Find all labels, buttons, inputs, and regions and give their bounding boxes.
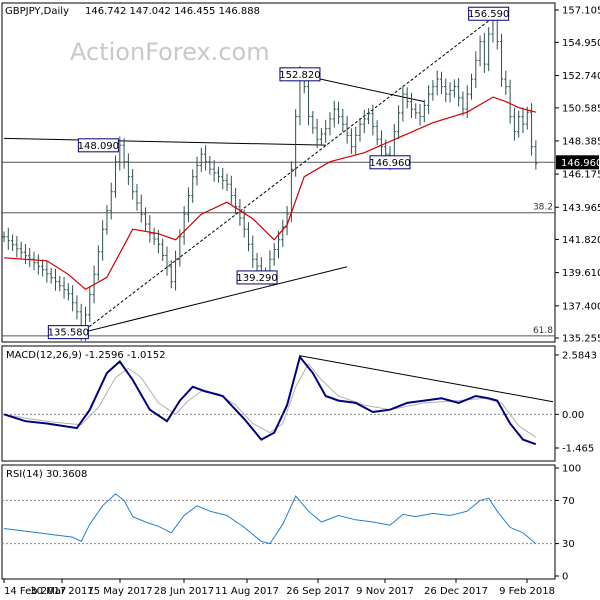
date-tick-label-1: 30 Mar 2017 xyxy=(30,586,93,597)
macd-title: MACD(12,26,9) -1.2596 -1.0152 xyxy=(6,350,166,361)
macd-tick-label-0: 2.5843 xyxy=(562,350,597,361)
trendline-0 xyxy=(3,137,326,146)
price-tick-label-6: 143.965 xyxy=(562,203,600,214)
trendline-3 xyxy=(299,74,425,103)
date-tick-label-4: 11 Aug 2017 xyxy=(215,586,279,597)
date-tick-label-5: 26 Sep 2017 xyxy=(286,586,349,597)
price-tick-label-9: 137.400 xyxy=(562,301,600,312)
watermark: ActionForex.com xyxy=(70,38,270,66)
annotation-box-4 xyxy=(369,155,411,170)
date-tick-label-0: 14 Feb 2017 xyxy=(4,586,66,597)
annotation-box-1 xyxy=(47,325,89,340)
annotation-label-0: 148.090 xyxy=(78,141,119,152)
annotation-box-5 xyxy=(468,6,510,21)
rsi-line xyxy=(3,493,537,545)
macd-tick-label-2: -1.465 xyxy=(562,444,594,455)
annotation-box-2 xyxy=(236,270,278,285)
annotation-box-3 xyxy=(279,67,321,82)
date-tick-label-6: 9 Nov 2017 xyxy=(356,586,414,597)
price-tick-label-0: 157.105 xyxy=(562,6,600,17)
level-label-1: 38.2 xyxy=(533,203,553,213)
moving-average-line xyxy=(3,96,536,291)
price-axis: 157.105 154.950 152.740 150.585 148.385 146.1… xyxy=(555,6,600,345)
date-tick-label-7: 26 Dec 2017 xyxy=(424,586,488,597)
date-tick-label-2: 15 May 2017 xyxy=(87,586,152,597)
trendline-1 xyxy=(81,266,348,334)
current-price-label: 146.960 xyxy=(561,158,600,169)
annotation-label-2: 139.290 xyxy=(236,273,277,284)
current-price-marker: 146.960 xyxy=(556,155,600,170)
macd-line xyxy=(3,354,537,446)
annotation-label-1: 135.580 xyxy=(48,328,89,339)
annotation-box-0 xyxy=(77,138,119,153)
price-tick-label-10: 135.255 xyxy=(562,334,600,345)
annotation-label-4: 146.960 xyxy=(369,158,410,169)
price-tick-label-2: 152.740 xyxy=(562,71,600,82)
price-tick-label-3: 150.585 xyxy=(562,103,600,114)
macd-panel xyxy=(1,345,556,462)
price-tick-label-4: 148.385 xyxy=(562,136,600,147)
rsi-tick-label-2: 30 xyxy=(562,539,575,550)
rsi-panel xyxy=(1,464,556,580)
price-levels: 38.2 61.8 xyxy=(2,161,555,337)
ohlc-readout: 146.742 147.042 146.455 146.888 xyxy=(85,6,260,17)
annotation-label-3: 152.820 xyxy=(279,70,320,81)
rsi-tick-label-1: 70 xyxy=(562,496,575,507)
annotation-label-5: 156.590 xyxy=(468,9,509,20)
macd-axis: 2.5843 0.00 -1.465 xyxy=(555,350,597,455)
price-tick-label-5: 146.175 xyxy=(562,170,600,181)
price-tick-label-8: 139.610 xyxy=(562,268,600,279)
swing-annotations: 148.090 135.580 139.290 152.820 146.960 156.5… xyxy=(47,6,510,340)
macd-trendline xyxy=(299,355,554,403)
date-tick-label-3: 28 Jun 2017 xyxy=(154,586,214,597)
price-tick-label-7: 141.820 xyxy=(562,235,600,246)
rsi-tick-label-0: 100 xyxy=(562,464,581,475)
macd-tick-label-1: 0.00 xyxy=(562,410,584,421)
symbol-label: GBPJPY,Daily xyxy=(5,6,69,17)
date-tick-label-8: 9 Feb 2018 xyxy=(499,586,555,597)
macd-signal-line xyxy=(3,362,537,438)
trendline-2 xyxy=(80,17,494,334)
trendlines xyxy=(3,17,494,334)
price-tick-label-1: 154.950 xyxy=(562,38,600,49)
rsi-title: RSI(14) 30.3608 xyxy=(6,469,87,480)
rsi-axis: 100 70 30 0 xyxy=(555,464,581,583)
rsi-levels xyxy=(2,499,555,545)
level-label-2: 61.8 xyxy=(533,326,553,336)
price-panel xyxy=(1,2,556,343)
rsi-tick-label-3: 0 xyxy=(562,572,568,583)
